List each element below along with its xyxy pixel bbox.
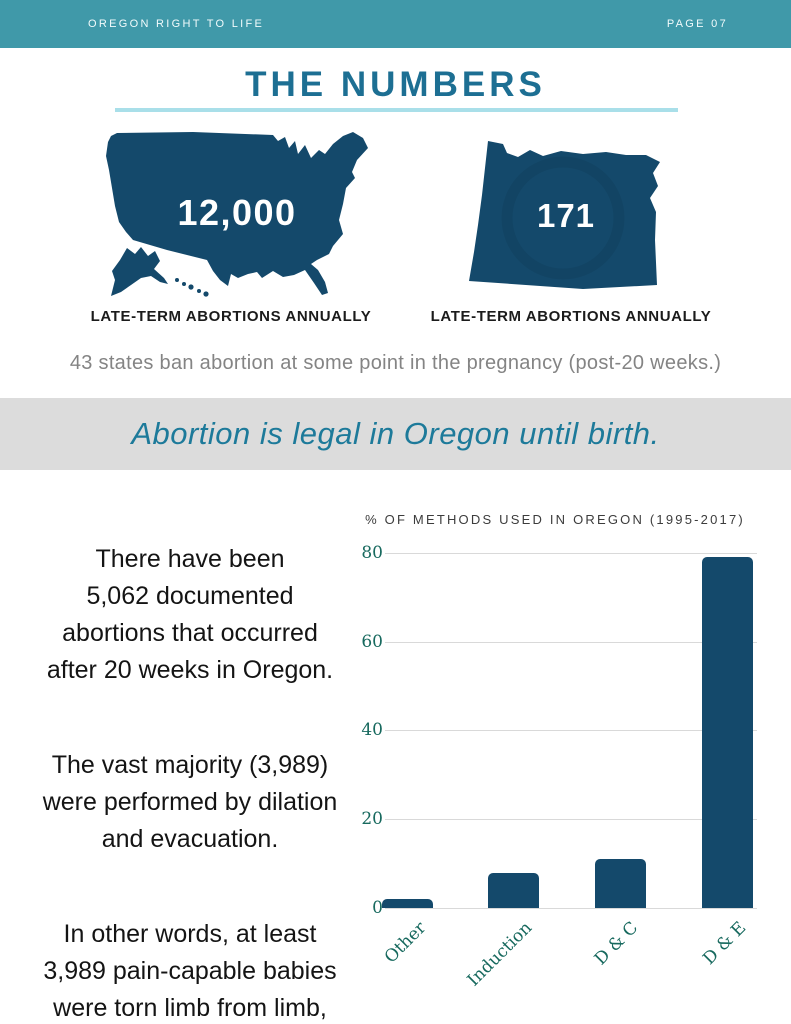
x-label-d-and-e: D & E — [699, 918, 751, 969]
gridline-40 — [385, 730, 757, 731]
axis-baseline — [385, 908, 757, 909]
top-bar: OREGON RIGHT TO LIFE PAGE 07 — [0, 0, 791, 48]
paragraph-2: The vast majority (3,989) were performed… — [42, 751, 338, 853]
us-map-silhouette: 12,000 — [106, 132, 368, 297]
y-tick-20: 20 — [361, 809, 383, 829]
us-stat-value: 12,000 — [177, 192, 296, 233]
oregon-stat-label: LATE-TERM ABORTIONS ANNUALLY — [430, 308, 712, 325]
gridline-20 — [385, 819, 757, 820]
bar-d-and-e — [702, 557, 753, 908]
y-tick-40: 40 — [361, 720, 383, 740]
body-text: There have been 5,062 documented abortio… — [20, 504, 360, 1024]
oregon-map-silhouette: 171 — [469, 141, 660, 289]
us-map: 12,000 — [105, 128, 370, 300]
banner: Abortion is legal in Oregon until birth. — [0, 398, 791, 470]
alaska-shape — [111, 247, 168, 296]
banner-text: Abortion is legal in Oregon until birth. — [131, 416, 660, 451]
oregon-map: 171 — [463, 140, 662, 293]
y-tick-60: 60 — [361, 632, 383, 652]
brand-text: OREGON RIGHT TO LIFE — [88, 18, 265, 30]
y-tick-80: 80 — [361, 543, 383, 563]
states-note: 43 states ban abortion at some point in … — [69, 352, 722, 374]
gridline-60 — [385, 642, 757, 643]
chart-plot: 80 60 40 20 0 — [360, 505, 785, 918]
y-tick-0: 0 — [372, 898, 383, 918]
hawaii-shape — [175, 278, 209, 297]
us-stat-label: LATE-TERM ABORTIONS ANNUALLY — [90, 308, 372, 325]
title-underline — [115, 108, 678, 112]
oregon-stat-value: 171 — [537, 197, 595, 234]
x-label-induction: Induction — [463, 918, 537, 991]
bar-chart: % OF METHODS USED IN OREGON (1995-2017) … — [360, 505, 785, 990]
bar-other — [382, 899, 433, 908]
paragraph-1: There have been 5,062 documented abortio… — [46, 545, 334, 684]
page-number: PAGE 07 — [666, 18, 728, 30]
page-title: THE NUMBERS — [245, 65, 546, 104]
gridline-80 — [385, 553, 757, 554]
bar-induction — [488, 872, 539, 908]
bar-d-and-c — [595, 859, 646, 908]
x-label-d-and-c: D & C — [590, 918, 643, 970]
paragraph-3: In other words, at least 3,989 pain-capa… — [43, 920, 337, 1022]
chart-title: % OF METHODS USED IN OREGON (1995-2017) — [365, 512, 745, 527]
watermark-circle — [501, 156, 625, 280]
